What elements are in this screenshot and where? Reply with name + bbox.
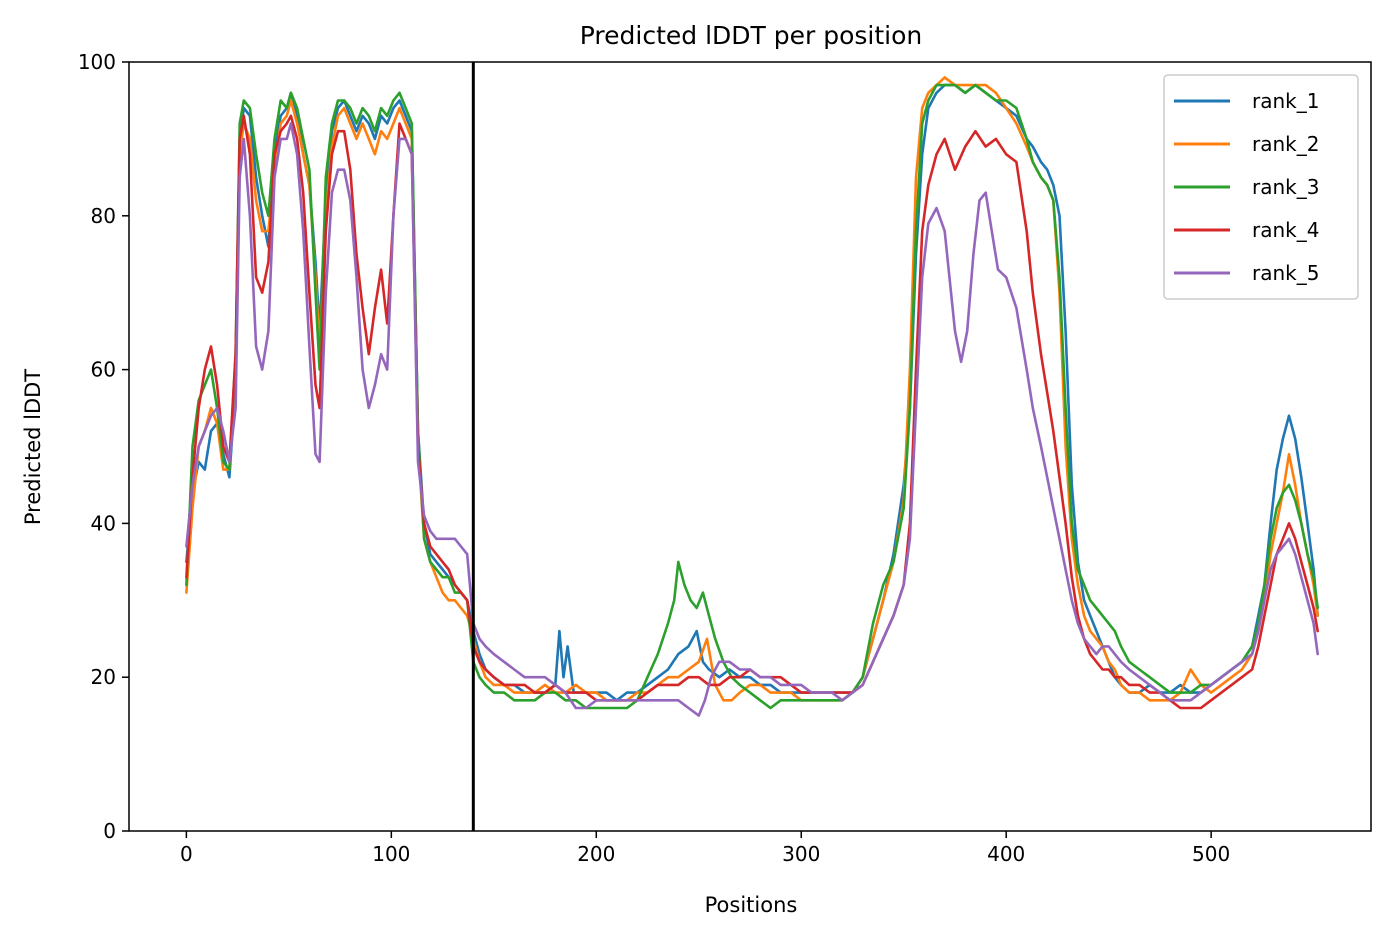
y-tick-label: 20	[91, 665, 116, 689]
y-tick-label: 0	[103, 819, 116, 843]
y-tick-label: 80	[91, 204, 116, 228]
legend-label-rank_4: rank_4	[1252, 218, 1319, 242]
x-tick-label: 200	[577, 842, 615, 866]
legend-label-rank_5: rank_5	[1252, 261, 1319, 285]
series-group	[185, 76, 1319, 717]
series-line-rank_1	[185, 83, 1319, 702]
legend-items: rank_1 rank_2 rank_3 rank_4 rank_5	[1174, 89, 1319, 285]
plot-area	[128, 61, 1372, 832]
y-axis-ticks: 0 20 40 60 80 100	[78, 50, 129, 843]
x-axis-ticks: 0 100 200 300 400 500	[180, 831, 1230, 866]
x-tick-label: 0	[180, 842, 193, 866]
legend-label-rank_2: rank_2	[1252, 132, 1319, 156]
y-tick-label: 100	[78, 50, 116, 74]
y-tick-label: 60	[91, 358, 116, 382]
x-tick-label: 400	[987, 842, 1025, 866]
series-line-rank_5	[185, 122, 1319, 717]
x-tick-label: 100	[372, 842, 410, 866]
legend-frame	[1163, 74, 1359, 300]
legend-label-rank_1: rank_1	[1252, 89, 1319, 113]
legend: rank_1 rank_2 rank_3 rank_4 rank_5	[1163, 74, 1359, 300]
plot-frame	[128, 61, 1372, 832]
legend-label-rank_3: rank_3	[1252, 175, 1319, 199]
y-axis-title: Predicted lDDT	[21, 369, 45, 525]
y-tick-label: 40	[91, 511, 116, 535]
x-tick-label: 300	[782, 842, 820, 866]
x-axis-title: Positions	[705, 893, 798, 917]
x-tick-label: 500	[1192, 842, 1230, 866]
chart-title: Predicted lDDT per position	[580, 21, 922, 50]
series-line-rank_3	[185, 83, 1319, 710]
